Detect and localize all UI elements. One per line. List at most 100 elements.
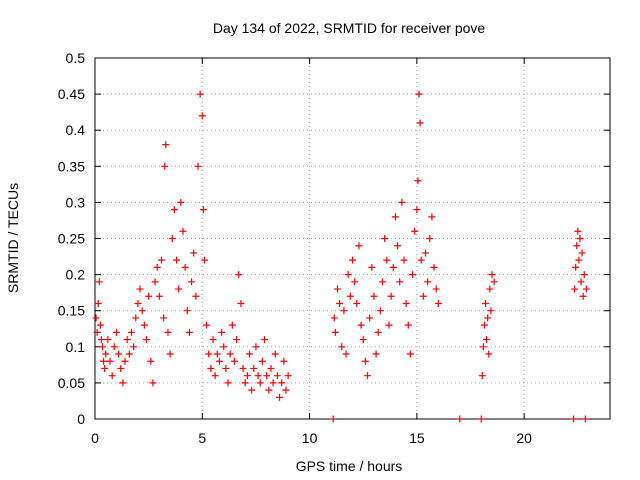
data-point bbox=[582, 285, 590, 293]
data-point bbox=[456, 415, 464, 423]
data-point bbox=[215, 357, 223, 365]
data-point bbox=[185, 328, 193, 336]
data-point bbox=[254, 372, 262, 380]
data-point bbox=[430, 263, 438, 271]
data-point bbox=[95, 278, 103, 286]
data-point bbox=[385, 321, 393, 329]
data-point bbox=[361, 357, 369, 365]
data-point bbox=[477, 415, 485, 423]
x-axis-title: GPS time / hours bbox=[296, 458, 403, 474]
data-point bbox=[127, 328, 135, 336]
data-point bbox=[485, 350, 493, 358]
y-tick-label: 0.15 bbox=[58, 303, 85, 319]
data-point bbox=[233, 336, 241, 344]
data-point bbox=[162, 141, 170, 149]
data-point bbox=[570, 415, 578, 423]
data-point bbox=[226, 350, 234, 358]
data-point bbox=[158, 256, 166, 264]
data-point bbox=[409, 271, 417, 279]
data-point bbox=[482, 299, 490, 307]
data-point bbox=[359, 336, 367, 344]
data-point bbox=[579, 292, 587, 300]
data-point bbox=[179, 227, 187, 235]
data-point bbox=[112, 328, 120, 336]
data-point bbox=[211, 372, 219, 380]
data-point bbox=[271, 350, 279, 358]
data-point bbox=[379, 278, 387, 286]
data-point bbox=[190, 249, 198, 257]
data-point bbox=[228, 321, 236, 329]
data-point bbox=[432, 285, 440, 293]
data-point bbox=[213, 350, 221, 358]
y-tick-label: 0.45 bbox=[58, 86, 85, 102]
data-point bbox=[331, 328, 339, 336]
y-tick-label: 0.2 bbox=[66, 267, 86, 283]
data-point bbox=[151, 278, 159, 286]
data-point bbox=[396, 278, 404, 286]
data-point bbox=[575, 256, 583, 264]
data-point bbox=[145, 292, 153, 300]
data-point bbox=[344, 271, 352, 279]
data-point bbox=[484, 314, 492, 322]
data-point bbox=[102, 350, 110, 358]
data-point bbox=[487, 307, 495, 315]
data-point bbox=[573, 242, 581, 250]
data-point bbox=[415, 90, 423, 98]
data-point bbox=[342, 350, 350, 358]
data-point bbox=[96, 321, 104, 329]
data-point bbox=[333, 285, 341, 293]
data-point bbox=[263, 372, 271, 380]
data-point bbox=[136, 285, 144, 293]
data-point bbox=[490, 278, 498, 286]
y-tick-label: 0.1 bbox=[66, 339, 86, 355]
data-point bbox=[581, 415, 589, 423]
data-point bbox=[250, 364, 258, 372]
data-point bbox=[143, 336, 150, 344]
data-point bbox=[246, 350, 253, 358]
data-point bbox=[574, 227, 582, 235]
data-point bbox=[416, 119, 424, 127]
data-point bbox=[478, 372, 486, 380]
data-point bbox=[200, 256, 208, 264]
data-point bbox=[203, 321, 211, 329]
data-point bbox=[340, 307, 348, 315]
data-point bbox=[248, 386, 256, 394]
data-point bbox=[391, 213, 399, 221]
data-point bbox=[381, 235, 389, 242]
data-point bbox=[115, 350, 123, 358]
data-point bbox=[480, 321, 488, 329]
data-point bbox=[132, 314, 140, 322]
y-axis-title: SRMTID / TECUs bbox=[5, 183, 21, 293]
data-point bbox=[273, 372, 281, 380]
data-point bbox=[424, 278, 432, 286]
data-point bbox=[198, 112, 206, 120]
data-point bbox=[99, 343, 107, 351]
data-point bbox=[336, 299, 344, 307]
data-point bbox=[571, 285, 579, 293]
data-point bbox=[134, 299, 142, 307]
data-point bbox=[479, 343, 487, 351]
axis-ticks: 0 0.05 0.1 0.15 0.2 0.25 0.3 0.35 0.4 0.45 0.5 0 5 10… bbox=[58, 50, 610, 446]
data-point bbox=[404, 321, 412, 329]
data-point bbox=[235, 271, 243, 279]
data-point bbox=[170, 206, 178, 214]
data-point bbox=[330, 314, 338, 322]
y-tick-label: 0.4 bbox=[66, 122, 86, 138]
data-point bbox=[160, 314, 168, 322]
data-point bbox=[140, 321, 148, 329]
data-point bbox=[258, 357, 266, 365]
y-tick-label: 0.05 bbox=[58, 375, 85, 391]
data-point bbox=[177, 198, 185, 206]
data-point bbox=[194, 162, 202, 170]
data-point bbox=[357, 321, 365, 329]
data-point bbox=[181, 263, 189, 271]
data-point bbox=[153, 263, 161, 271]
data-point bbox=[368, 263, 376, 271]
data-point bbox=[237, 299, 245, 307]
data-point bbox=[149, 379, 157, 387]
data-point bbox=[329, 415, 337, 423]
data-point bbox=[222, 364, 230, 372]
data-point bbox=[147, 357, 155, 365]
data-point bbox=[419, 292, 427, 300]
data-point bbox=[161, 162, 169, 170]
